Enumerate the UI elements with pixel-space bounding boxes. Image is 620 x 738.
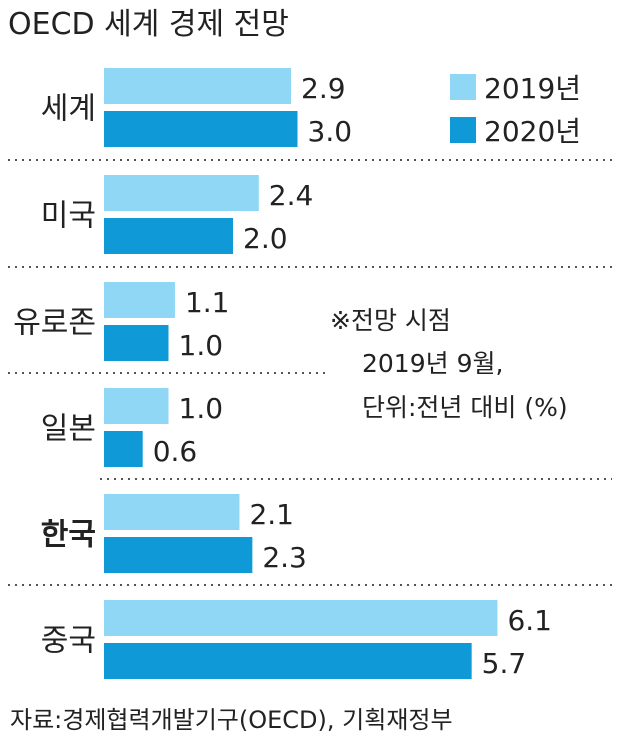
note-line-3: 단위:전년 대비 (%) (362, 393, 568, 422)
category-label: 유로존 (13, 306, 96, 341)
value-label: 2.1 (249, 498, 294, 531)
value-label: 2.0 (243, 222, 288, 255)
bar-2020-1 (104, 218, 233, 254)
category-separators (8, 159, 612, 586)
value-labels: 2.9 3.0 2.4 2.0 1.1 1.0 1.0 0.6 2.1 2.3 6.1 5.7 (153, 72, 552, 680)
value-label: 3.0 (308, 115, 353, 148)
value-label: 1.1 (185, 286, 230, 319)
bar-2020-3 (104, 431, 143, 467)
category-label: 세계 (41, 92, 96, 127)
legend-label-2020: 2020년 (484, 115, 581, 148)
value-label: 6.1 (507, 604, 552, 637)
bar-2019-3 (104, 388, 169, 424)
value-label: 1.0 (179, 329, 224, 362)
bar-2019-1 (104, 175, 259, 211)
category-label: 일본 (41, 412, 96, 447)
value-label: 0.6 (153, 435, 198, 468)
bar-2020-2 (104, 325, 169, 361)
bars (104, 68, 498, 679)
legend-label-2019: 2019년 (484, 72, 581, 105)
bar-2019-2 (104, 282, 175, 318)
bar-2020-4 (104, 537, 253, 573)
value-label: 2.9 (301, 72, 346, 105)
note: ※전망 시점 2019년 9월, 단위:전년 대비 (%) (330, 306, 568, 422)
bar-2020-0 (104, 111, 298, 147)
legend-swatch-2020 (450, 117, 476, 143)
value-label: 2.3 (262, 541, 307, 574)
source-note: 자료:경제협력개발기구(OECD), 기획재정부 (10, 706, 453, 734)
bar-2020-5 (104, 643, 472, 679)
note-line-1: ※전망 시점 (330, 306, 451, 335)
value-label: 2.4 (269, 179, 314, 212)
category-label: 미국 (41, 199, 96, 234)
note-line-2: 2019년 9월, (362, 349, 503, 378)
value-label: 1.0 (179, 392, 224, 425)
chart-title: OECD 세계 경제 전망 (8, 7, 289, 42)
legend-swatch-2019 (450, 74, 476, 100)
bar-2019-0 (104, 68, 292, 104)
category-label: 중국 (41, 624, 96, 659)
bar-2019-5 (104, 600, 498, 636)
category-label: 한국 (41, 518, 96, 553)
bar-2019-4 (104, 494, 240, 530)
value-label: 5.7 (482, 647, 527, 680)
legend: 2019년 2020년 (450, 72, 581, 148)
